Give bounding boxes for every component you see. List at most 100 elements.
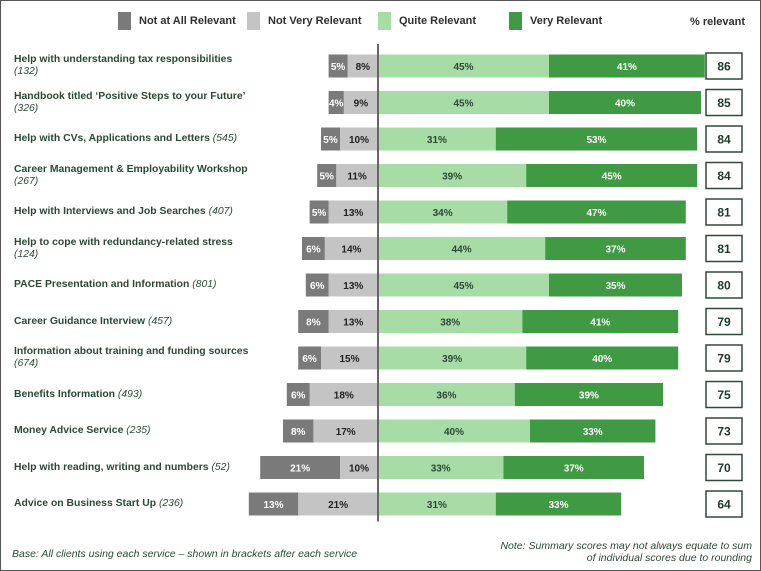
bar-very (530, 419, 656, 443)
data-label: 5% (319, 172, 334, 183)
bar-very (526, 164, 698, 187)
summary-header: % relevant (690, 16, 746, 28)
bar-very (549, 54, 705, 78)
data-label: 13% (263, 500, 283, 511)
service-name: PACE Presentation and Information (14, 279, 193, 290)
data-label: 45% (602, 172, 622, 183)
service-count: (493) (117, 388, 143, 400)
service-name: Career Management & Employability Worksh… (14, 163, 248, 175)
legend-item-not-very: Not Very Relevant (247, 12, 362, 30)
legend-label: Very Relevant (530, 15, 603, 27)
summary-box (705, 307, 743, 336)
bar-not-very (321, 346, 378, 370)
bar-quite (378, 127, 496, 151)
summary-box (705, 52, 743, 80)
bar-not-very (324, 237, 378, 260)
data-label: 53% (586, 135, 606, 146)
bar-not-very (298, 492, 378, 516)
data-label: 9% (354, 99, 369, 110)
bar-not-at_all (302, 237, 325, 260)
bar-quite (378, 310, 523, 333)
data-label: 5% (323, 135, 338, 146)
service-name: Money Advice Service (14, 425, 127, 436)
bar-very (522, 310, 679, 333)
data-label: 10% (349, 135, 369, 146)
service-name: Help with reading, writing and numbers (14, 461, 212, 473)
bar-quite (378, 237, 546, 260)
bar-quite (378, 200, 508, 224)
service-name: Help with Interviews and Job Searches (14, 206, 209, 217)
base-note: Base: All clients using each service – s… (12, 548, 358, 560)
row-label: Help with Interviews and Job Searches (4… (14, 206, 254, 218)
summary-score: 75 (717, 388, 731, 402)
data-label: 39% (442, 354, 462, 365)
data-label: 6% (310, 281, 325, 292)
summary-score: 80 (717, 279, 731, 293)
bar-very (495, 492, 622, 516)
data-label: 13% (343, 318, 363, 329)
data-label: 40% (444, 427, 464, 438)
service-count: (801) (192, 279, 217, 290)
summary-score: 79 (717, 315, 731, 329)
bar-quite (378, 273, 549, 297)
summary-box (705, 198, 743, 226)
summary-score: 73 (717, 425, 731, 439)
legend-swatch (118, 12, 131, 30)
summary-score: 64 (717, 498, 731, 512)
service-count: (326) (14, 102, 39, 114)
data-label: 34% (433, 208, 453, 219)
row-label: Benefits Information (493) (14, 389, 254, 401)
bar-not-very (347, 54, 378, 78)
data-label: 33% (431, 464, 451, 475)
data-label: 44% (452, 245, 472, 256)
summary-box (705, 88, 743, 117)
data-label: 39% (579, 391, 599, 402)
service-count: (52) (211, 461, 230, 473)
service-count: (407) (208, 206, 233, 217)
data-label: 45% (453, 62, 473, 73)
bar-not-very (328, 200, 378, 224)
service-name: Career Guidance Interview (14, 315, 148, 327)
service-name: Help with understanding tax responsibili… (14, 54, 233, 65)
summary-note: Note: Summary scores may not always equa… (500, 540, 752, 564)
bar-very (549, 273, 682, 297)
summary-score: 81 (717, 242, 731, 256)
row-label: Help to cope with redundancy-related str… (14, 237, 254, 261)
data-label: 41% (590, 318, 610, 329)
bar-quite (378, 54, 549, 78)
row-label: Information about training and funding s… (14, 346, 254, 370)
service-name: Help to cope with redundancy-related str… (14, 236, 233, 248)
service-count: (457) (147, 315, 173, 327)
service-name: Benefits Information (14, 388, 118, 400)
bar-quite (378, 492, 496, 516)
data-label: 6% (291, 391, 306, 402)
data-label: 8% (306, 318, 321, 329)
bar-quite (378, 346, 527, 370)
data-label: 6% (306, 245, 321, 256)
data-label: 33% (548, 500, 568, 511)
bar-not-at_all (328, 91, 344, 114)
data-label: 8% (291, 427, 306, 438)
data-label: 31% (427, 500, 447, 511)
service-name: Information about training and funding s… (14, 346, 249, 357)
legend-label: Quite Relevant (399, 15, 477, 27)
row-label: Money Advice Service (235) (14, 425, 254, 437)
data-label: 6% (302, 354, 317, 365)
summary-score: 84 (717, 133, 731, 147)
bar-not-at_all (248, 492, 299, 516)
bar-not-at_all (298, 310, 329, 333)
data-label: 13% (343, 208, 363, 219)
data-label: 39% (442, 172, 462, 183)
data-label: 8% (356, 62, 371, 73)
summary-box (705, 271, 743, 299)
data-label: 35% (605, 281, 625, 292)
legend-label: Not Very Relevant (268, 15, 362, 27)
bar-not-at_all (321, 127, 340, 151)
bar-very (507, 200, 686, 224)
bar-quite (378, 456, 504, 479)
bar-quite (378, 383, 515, 406)
row-label: Help with reading, writing and numbers (… (14, 462, 254, 474)
bar-not-very (343, 91, 378, 114)
bar-not-at_all (286, 383, 310, 406)
bar-quite (378, 419, 530, 443)
